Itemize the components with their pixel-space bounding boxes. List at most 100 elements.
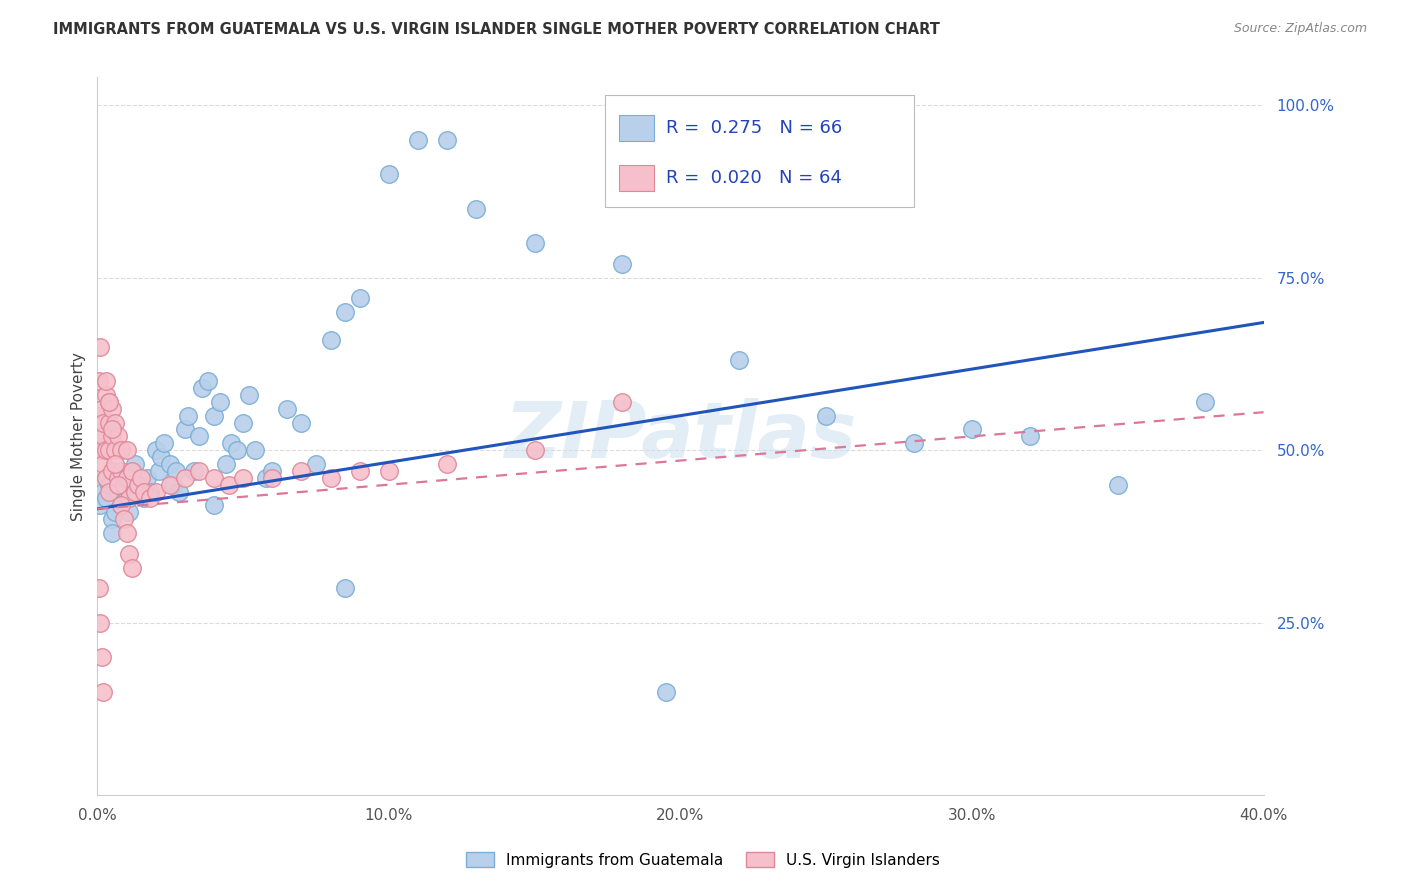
Point [815,409,838,423]
Point [319,471,342,485]
FancyBboxPatch shape [605,95,914,207]
Point [115,443,138,458]
Point [183,464,205,478]
Point [523,236,546,251]
Point [290,464,312,478]
Point [94,443,117,458]
FancyBboxPatch shape [619,165,654,191]
Point [465,202,488,216]
Point [165,464,187,478]
Point [89,615,111,630]
Point [87,409,110,423]
Point [610,395,633,409]
Point [218,477,240,491]
Point [523,443,546,458]
Point [104,505,127,519]
Point [197,374,219,388]
Point [87,374,110,388]
Point [202,499,225,513]
Point [101,422,124,436]
FancyBboxPatch shape [619,115,654,141]
Point [162,477,184,491]
Point [118,505,141,519]
Point [191,381,214,395]
Point [107,484,129,499]
Point [101,526,124,541]
Point [159,457,181,471]
Point [305,457,328,471]
Point [148,464,170,478]
Point [98,477,121,491]
Point [98,416,121,430]
Point [436,457,458,471]
Point [87,581,110,595]
Point [129,484,152,499]
Point [221,436,243,450]
Point [349,464,371,478]
Point [960,422,983,436]
Point [188,429,211,443]
Text: IMMIGRANTS FROM GUATEMALA VS U.S. VIRGIN ISLANDER SINGLE MOTHER POVERTY CORRELAT: IMMIGRANTS FROM GUATEMALA VS U.S. VIRGIN… [53,22,941,37]
Point [101,464,124,478]
Point [276,401,298,416]
Point [145,443,167,458]
Point [290,416,312,430]
Point [101,401,124,416]
Text: Source: ZipAtlas.com: Source: ZipAtlas.com [1233,22,1367,36]
Point [243,443,266,458]
Point [202,409,225,423]
Point [98,443,121,458]
Point [610,257,633,271]
Point [90,650,112,665]
Point [349,291,371,305]
Point [98,484,121,499]
Point [89,499,111,513]
Legend: Immigrants from Guatemala, U.S. Virgin Islanders: Immigrants from Guatemala, U.S. Virgin I… [458,844,948,875]
Point [319,333,342,347]
Point [107,471,129,485]
Point [91,685,114,699]
Point [110,464,132,478]
Point [89,340,111,354]
Point [1107,477,1129,491]
Point [1194,395,1216,409]
Point [436,132,458,146]
Point [127,477,149,491]
Point [104,416,127,430]
Point [135,471,157,485]
Point [232,416,254,430]
Point [98,395,121,409]
Point [104,443,127,458]
Point [91,484,114,499]
Point [94,388,117,402]
Point [145,484,167,499]
Point [139,491,162,506]
Point [124,484,146,499]
Point [94,471,117,485]
Point [115,471,138,485]
Point [110,499,132,513]
Point [232,471,254,485]
Point [655,685,678,699]
Point [226,443,249,458]
Point [159,477,181,491]
Text: R =  0.275   N = 66: R = 0.275 N = 66 [666,119,842,136]
Point [262,464,284,478]
Point [378,464,401,478]
Point [121,560,143,574]
Point [1019,429,1042,443]
Point [139,484,162,499]
Point [98,395,121,409]
Point [173,471,195,485]
Point [94,471,117,485]
Point [124,457,146,471]
Point [107,477,129,491]
Point [91,429,114,443]
Point [127,477,149,491]
Point [94,491,117,506]
Point [121,464,143,478]
Point [91,457,114,471]
Point [112,512,135,526]
Point [101,512,124,526]
Point [262,471,284,485]
